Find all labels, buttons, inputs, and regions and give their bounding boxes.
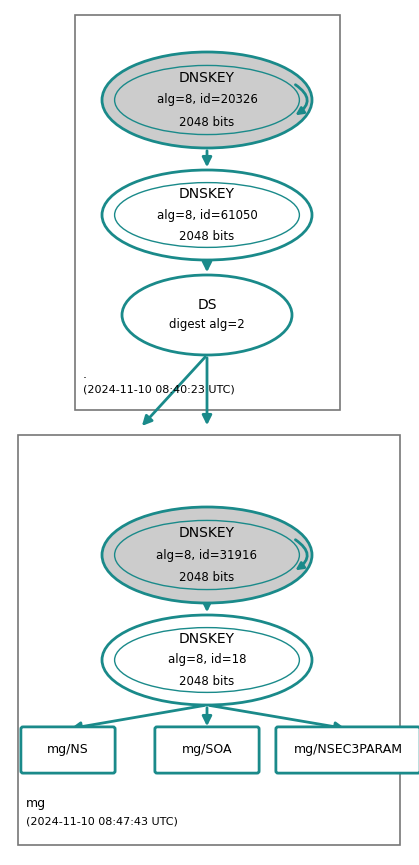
- FancyBboxPatch shape: [18, 435, 400, 845]
- Ellipse shape: [122, 275, 292, 355]
- FancyBboxPatch shape: [75, 15, 340, 410]
- Text: DNSKEY: DNSKEY: [179, 526, 235, 540]
- Text: DS: DS: [197, 298, 217, 312]
- Text: 2048 bits: 2048 bits: [179, 571, 235, 584]
- FancyBboxPatch shape: [276, 727, 419, 773]
- Text: mg/NS: mg/NS: [47, 744, 89, 757]
- Text: DNSKEY: DNSKEY: [179, 187, 235, 201]
- Text: 2048 bits: 2048 bits: [179, 229, 235, 242]
- Text: mg/SOA: mg/SOA: [182, 744, 232, 757]
- Ellipse shape: [102, 507, 312, 603]
- Ellipse shape: [102, 170, 312, 260]
- Text: DNSKEY: DNSKEY: [179, 71, 235, 85]
- Text: mg: mg: [26, 797, 46, 810]
- Text: .: .: [83, 368, 87, 381]
- Text: alg=8, id=31916: alg=8, id=31916: [157, 548, 258, 561]
- Text: (2024-11-10 08:40:23 UTC): (2024-11-10 08:40:23 UTC): [83, 385, 235, 395]
- Text: alg=8, id=20326: alg=8, id=20326: [157, 93, 257, 106]
- Text: 2048 bits: 2048 bits: [179, 116, 235, 129]
- Text: DNSKEY: DNSKEY: [179, 632, 235, 646]
- FancyBboxPatch shape: [155, 727, 259, 773]
- Text: alg=8, id=18: alg=8, id=18: [168, 653, 246, 667]
- Text: alg=8, id=61050: alg=8, id=61050: [157, 208, 257, 221]
- Ellipse shape: [102, 52, 312, 148]
- Text: 2048 bits: 2048 bits: [179, 675, 235, 688]
- Text: mg/NSEC3PARAM: mg/NSEC3PARAM: [293, 744, 403, 757]
- Ellipse shape: [102, 615, 312, 705]
- FancyBboxPatch shape: [21, 727, 115, 773]
- Text: (2024-11-10 08:47:43 UTC): (2024-11-10 08:47:43 UTC): [26, 817, 178, 827]
- Text: digest alg=2: digest alg=2: [169, 318, 245, 331]
